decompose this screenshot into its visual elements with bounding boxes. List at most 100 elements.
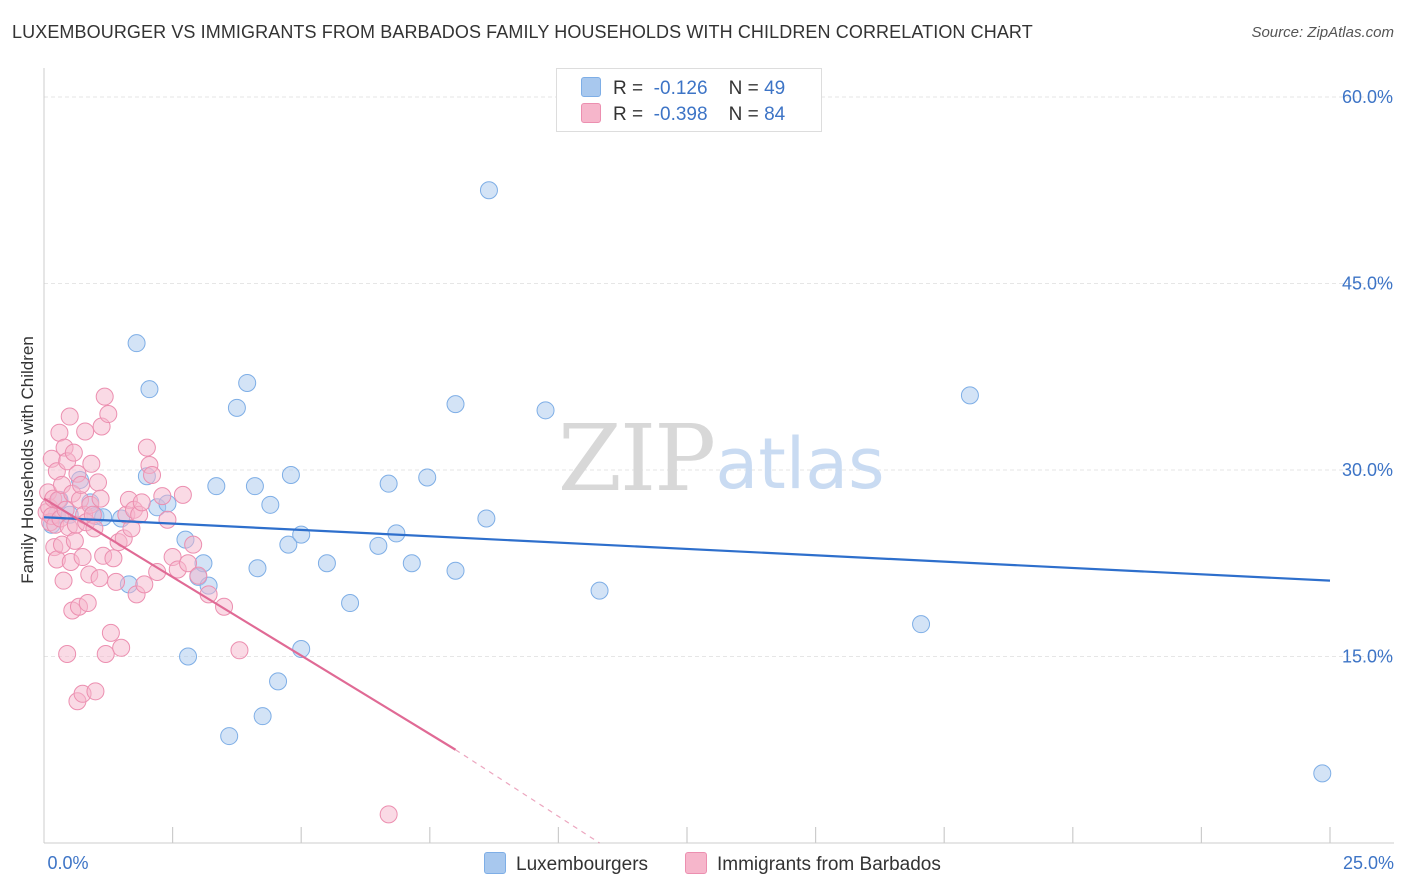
data-point: [99, 405, 118, 424]
data-point: [341, 594, 360, 613]
data-point: [54, 571, 73, 590]
y-tick-label: 30.0%: [1342, 460, 1393, 480]
data-point: [279, 535, 298, 554]
data-point: [379, 805, 398, 824]
data-point: [73, 548, 92, 567]
data-point: [89, 473, 108, 492]
legend-n-value: 49: [764, 78, 786, 99]
data-point: [248, 559, 267, 578]
data-point: [50, 423, 69, 442]
data-point: [245, 477, 264, 496]
legend-item-luxembourgers: Luxembourgers: [484, 852, 648, 876]
data-point: [91, 489, 110, 508]
data-point: [446, 561, 465, 580]
data-point: [1313, 764, 1332, 783]
data-point: [82, 454, 101, 473]
chart-title: LUXEMBOURGER VS IMMIGRANTS FROM BARBADOS…: [12, 22, 1033, 42]
data-point: [179, 647, 198, 666]
data-point: [143, 465, 162, 484]
legend-label-luxembourgers: Luxembourgers: [516, 854, 649, 875]
y-tick-label: 60.0%: [1342, 87, 1393, 107]
data-point: [65, 531, 84, 550]
correlation-legend: R = -0.126 N = 49 R = -0.398 N = 84: [556, 68, 822, 132]
legend-row-luxembourgers: R = -0.126 N = 49: [581, 77, 785, 101]
data-point: [590, 581, 609, 600]
data-point: [220, 727, 239, 746]
trend-line-extension: [455, 749, 600, 844]
x-tick-label: 0.0%: [47, 853, 88, 873]
data-point: [960, 386, 979, 405]
data-point: [107, 572, 126, 591]
data-point: [101, 623, 120, 642]
tick-labels: 15.0% 30.0% 45.0% 60.0% 0.0% 25.0%: [47, 87, 1394, 873]
data-point: [158, 510, 177, 529]
data-point: [173, 485, 192, 504]
data-point: [64, 443, 83, 462]
y-axis-label: Family Households with Children: [18, 336, 37, 584]
data-point: [137, 438, 156, 457]
legend-n-label: N =: [728, 78, 759, 99]
legend-swatch-barbados: [581, 103, 601, 123]
data-point: [122, 519, 141, 538]
data-point: [230, 641, 249, 660]
data-point: [446, 395, 465, 414]
legend-r-label: R =: [613, 78, 644, 99]
data-point: [189, 566, 208, 585]
data-point: [317, 554, 336, 573]
data-point: [536, 401, 555, 420]
y-tick-label: 45.0%: [1342, 274, 1393, 294]
data-point: [418, 468, 437, 487]
data-point: [379, 474, 398, 493]
legend-label-barbados: Immigrants from Barbados: [717, 854, 941, 875]
data-point: [76, 422, 95, 441]
data-point: [58, 645, 77, 664]
legend-r-value: -0.398: [653, 104, 708, 125]
data-point: [227, 398, 246, 417]
data-point: [135, 575, 154, 594]
data-point: [253, 707, 272, 726]
legend-n-label: N =: [728, 104, 759, 125]
data-point: [477, 509, 496, 528]
data-point: [184, 535, 203, 554]
legend-swatch-barbados: [685, 852, 707, 874]
data-point: [78, 594, 97, 613]
trend-line: [43, 516, 1331, 582]
data-point: [261, 495, 280, 514]
legend-n-value: 84: [764, 104, 786, 125]
data-point: [96, 645, 115, 664]
data-point: [238, 373, 257, 392]
data-point: [60, 407, 79, 426]
watermark: ZIP atlas: [558, 405, 885, 512]
data-point: [912, 615, 931, 634]
source-label: Source: ZipAtlas.com: [1251, 24, 1394, 41]
data-point: [90, 569, 109, 588]
data-point: [281, 465, 300, 484]
legend-swatch-luxembourgers: [581, 77, 601, 97]
legend-row-barbados: R = -0.398 N = 84: [581, 103, 785, 127]
trend-lines: [43, 497, 1331, 844]
data-point: [140, 380, 159, 399]
legend-r-label: R =: [613, 104, 644, 125]
y-tick-label: 15.0%: [1342, 647, 1393, 667]
legend-item-barbados: Immigrants from Barbados: [685, 852, 941, 876]
watermark-zip: ZIP: [558, 405, 714, 512]
data-point: [179, 554, 198, 573]
legend-swatch-luxembourgers: [484, 852, 506, 874]
data-point: [112, 638, 131, 657]
data-point: [269, 672, 288, 691]
watermark-atlas: atlas: [715, 423, 884, 505]
data-point: [153, 487, 172, 506]
data-point: [479, 181, 498, 200]
data-point: [207, 477, 226, 496]
trend-line: [43, 497, 457, 751]
data-point: [132, 493, 151, 512]
data-point: [127, 334, 146, 353]
data-point: [402, 554, 421, 573]
data-point: [72, 475, 91, 494]
data-point: [104, 549, 123, 568]
data-point: [369, 536, 388, 555]
data-point: [86, 682, 105, 701]
series-legend: Luxembourgers Immigrants from Barbados: [0, 852, 1406, 878]
data-point: [95, 387, 114, 406]
